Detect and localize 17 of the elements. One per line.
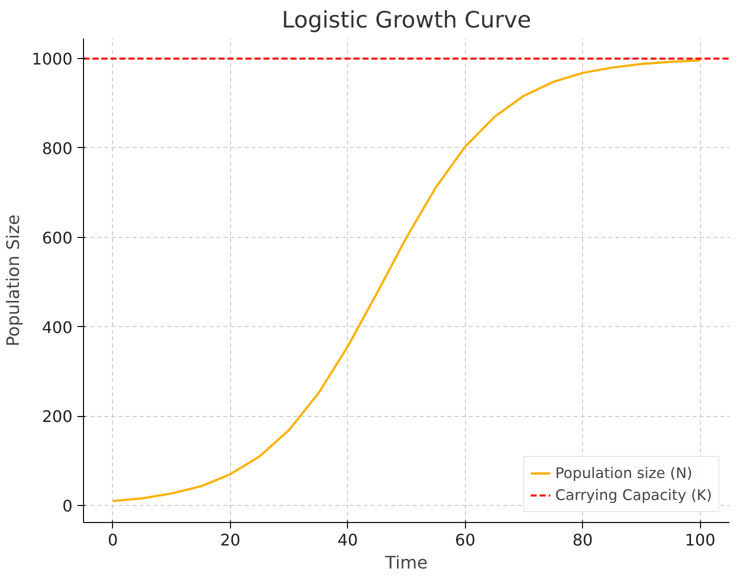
y-tick-label: 400 [42,318,73,337]
x-tick-label: 80 [572,530,593,550]
x-tick-label: 100 [684,530,716,550]
legend-label: Carrying Capacity (K) [555,486,712,504]
legend-label: Population size (N) [555,464,692,482]
x-tick-label: 40 [338,530,358,550]
y-tick-label: 600 [42,228,73,248]
y-tick-label: 200 [42,407,73,426]
y-axis-title: Population Size [4,214,24,347]
x-tick-label: 60 [455,530,476,550]
y-tick-label: 0 [62,496,73,516]
chart-title: Logistic Growth Curve [282,8,532,34]
x-axis-title: Time [384,554,428,574]
y-tick-label: 800 [42,138,73,158]
y-tick-label: 1000 [32,50,72,69]
x-tick-label: 0 [108,530,118,550]
x-tick-label: 20 [220,530,240,550]
